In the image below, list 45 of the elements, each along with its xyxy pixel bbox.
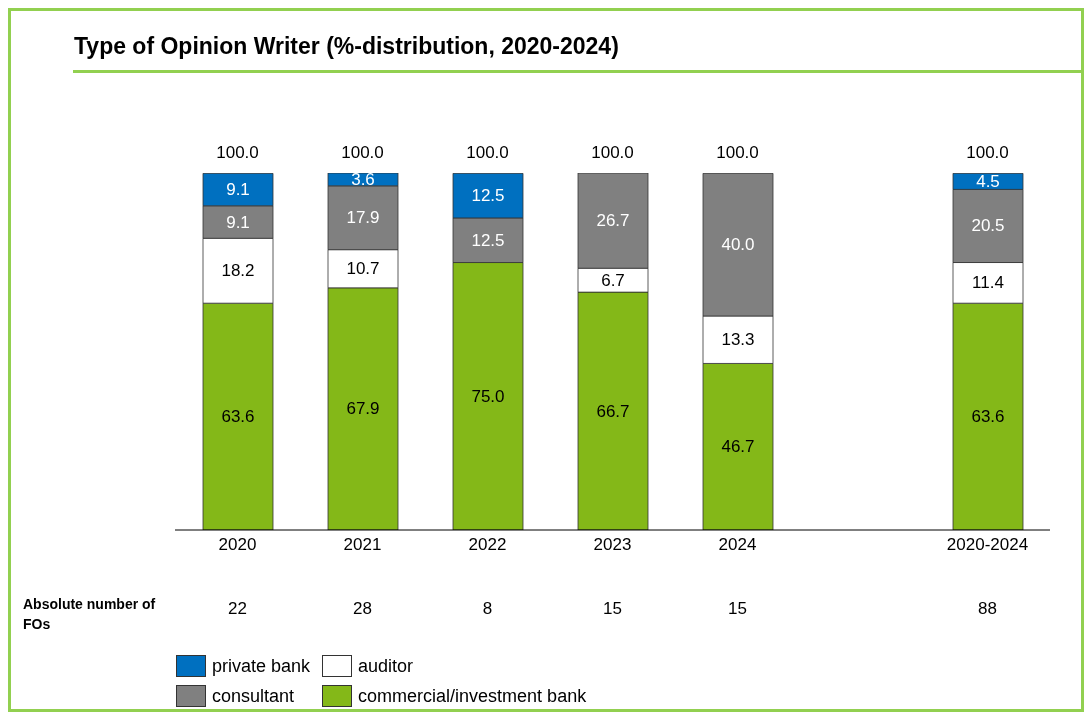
data-label: 46.7	[721, 437, 755, 457]
data-label: 63.6	[971, 407, 1005, 427]
text: 22	[227, 599, 248, 619]
total-label: 100.0	[590, 143, 635, 163]
data-label: 9.1	[226, 180, 250, 200]
x-tick-label: 2020	[218, 535, 257, 555]
data-label: 12.5	[471, 186, 505, 206]
chart-title: Type of Opinion Writer (%-distribution, 2020-2024)	[74, 33, 619, 60]
data-label: 6.7	[601, 270, 625, 290]
data-label: 9.1	[226, 212, 250, 232]
data-label: 40.0	[721, 235, 755, 255]
data-label: 63.6	[221, 407, 255, 427]
legend-label: commercial/investment bank	[358, 685, 587, 707]
data-label: 17.9	[346, 208, 380, 228]
data-label: 26.7	[596, 211, 630, 231]
data-label: 18.2	[221, 261, 255, 281]
x-tick-label: 2023	[593, 535, 632, 555]
total-label: 100.0	[465, 143, 510, 164]
data-label: 4.5	[976, 171, 1000, 191]
data-label: 75.0	[471, 386, 505, 406]
text: 15	[602, 599, 623, 619]
total-label: 100.0	[965, 143, 1010, 164]
data-label: 20.5	[971, 216, 1005, 236]
text: 28	[352, 599, 373, 619]
text: 88	[977, 599, 998, 619]
legend-label: consultant	[212, 685, 295, 707]
text: 15	[727, 599, 748, 619]
total-label: 100.0	[215, 143, 260, 164]
data-label: 12.5	[471, 230, 505, 250]
legend-label: private bank	[212, 655, 311, 677]
data-label: 11.4	[972, 273, 1004, 293]
x-tick-label: 2020-2024	[946, 535, 1029, 555]
legend-label: auditor	[358, 655, 414, 677]
data-label: 10.7	[346, 259, 380, 279]
x-tick-label: 2021	[343, 535, 382, 555]
x-tick-label: 2024	[718, 535, 757, 555]
text: Absolute number of FOs	[23, 595, 157, 634]
data-label: 13.3	[721, 330, 755, 350]
data-label: 67.9	[346, 399, 380, 419]
total-label: 100.0	[715, 143, 760, 164]
data-label: 66.7	[596, 401, 630, 421]
total-label: 100.0	[340, 143, 385, 163]
data-label: 3.6	[351, 169, 375, 189]
text: 8	[481, 599, 494, 619]
x-tick-label: 2022	[468, 535, 507, 555]
